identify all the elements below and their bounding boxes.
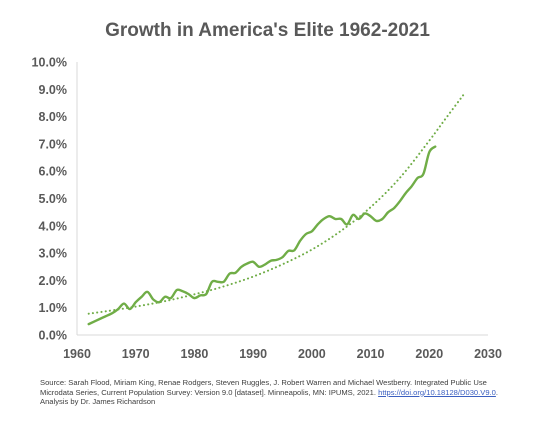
x-tick-label: 1970 bbox=[122, 347, 150, 361]
source-link[interactable]: https://doi.org/10.18128/D030.V9.0 bbox=[378, 387, 496, 397]
y-tick-label: 10.0% bbox=[32, 56, 67, 70]
y-tick-label: 1.0% bbox=[39, 301, 68, 315]
x-tick-label: 2010 bbox=[357, 347, 385, 361]
chart-title: Growth in America's Elite 1962-2021 bbox=[105, 20, 430, 41]
series-group bbox=[87, 92, 466, 326]
y-tick-label: 9.0% bbox=[39, 83, 68, 97]
y-tick-label: 2.0% bbox=[39, 274, 68, 288]
y-tick-label: 0.0% bbox=[39, 329, 68, 343]
x-tick-label: 2030 bbox=[474, 347, 502, 361]
y-tick-label: 8.0% bbox=[39, 110, 68, 124]
y-tick-label: 7.0% bbox=[39, 137, 68, 151]
x-tick-labels: 1960 1970 1980 1990 2000 2010 2020 2030 bbox=[63, 347, 502, 361]
y-tick-labels: 0.0% 1.0% 2.0% 3.0% 4.0% 5.0% 6.0% 7.0% 8.0% 9.0%… bbox=[32, 56, 67, 343]
y-tick-label: 3.0% bbox=[39, 247, 68, 261]
y-tick-label: 5.0% bbox=[39, 192, 68, 206]
trendline bbox=[87, 92, 466, 315]
y-tick-label: 6.0% bbox=[39, 165, 68, 179]
source-text: Source: Sarah Flood, Miriam King, Renae … bbox=[40, 378, 487, 397]
x-tick-label: 2020 bbox=[415, 347, 443, 361]
source-text-end: . Analysis by Dr. James Richardson bbox=[40, 387, 499, 407]
series-line bbox=[87, 145, 437, 326]
x-tick-label: 1960 bbox=[63, 347, 91, 361]
source-note: Source: Sarah Flood, Miriam King, Renae … bbox=[40, 378, 520, 407]
x-tick-label: 1980 bbox=[181, 347, 209, 361]
x-tick-label: 2000 bbox=[298, 347, 326, 361]
x-tick-label: 1990 bbox=[239, 347, 267, 361]
y-tick-label: 4.0% bbox=[39, 219, 68, 233]
